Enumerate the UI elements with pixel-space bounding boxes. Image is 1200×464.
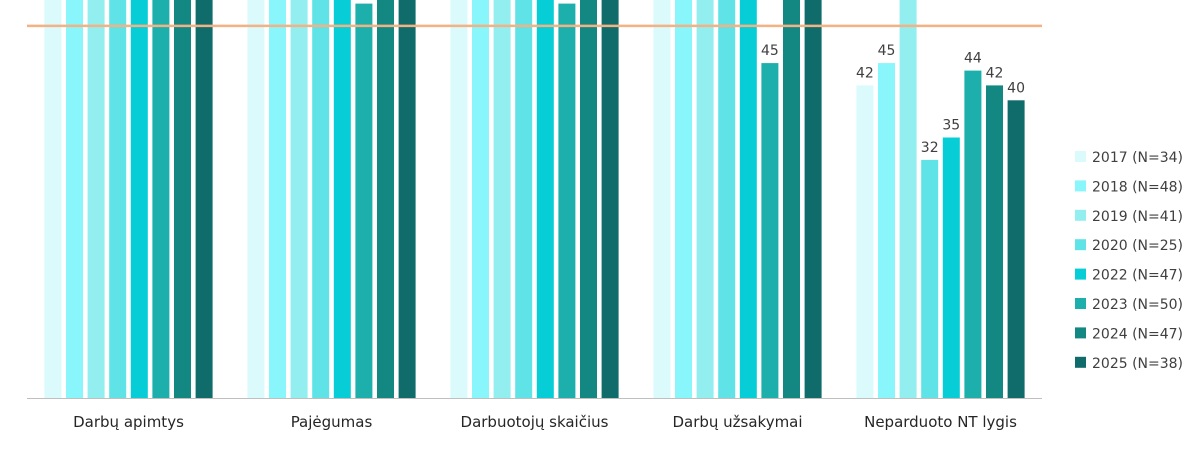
legend-label: 2019 (N=41): [1092, 209, 1183, 225]
bar: [398, 0, 416, 398]
bar: [333, 0, 351, 398]
bar: [247, 0, 265, 399]
legend: 2017 (N=34) 2018 (N=48) 2019 (N=41) 2020 (N…: [1075, 150, 1183, 372]
bars-group: [44, 0, 1025, 399]
category-label: Neparduoto NT lygis: [864, 413, 1017, 431]
bar: [718, 0, 736, 398]
category-label: Darbų užsakymai: [672, 413, 802, 431]
bar: [558, 3, 576, 398]
bar: [536, 0, 554, 398]
legend-label: 2025 (N=38): [1092, 356, 1183, 372]
bar: [450, 0, 468, 399]
bar-value-label: 45: [761, 43, 779, 59]
category-label: Pajėgumas: [291, 413, 373, 431]
bar: [856, 85, 874, 399]
bar-value-label: 45: [878, 43, 896, 59]
bar: [66, 0, 83, 398]
bar-value-label: 42: [986, 65, 1004, 81]
bar: [878, 63, 895, 398]
legend-swatch: [1075, 356, 1086, 368]
legend-label: 2023 (N=50): [1092, 297, 1183, 313]
bar: [1007, 100, 1025, 399]
legend-swatch: [1075, 268, 1086, 280]
bar-value-label: 40: [1007, 80, 1025, 96]
legend-label: 2018 (N=48): [1092, 179, 1183, 195]
bar: [152, 0, 170, 398]
bar: [472, 0, 489, 398]
category-label: Darbuotojų skaičius: [461, 413, 609, 431]
legend-swatch: [1075, 151, 1086, 162]
bar: [921, 159, 939, 398]
bar: [675, 0, 692, 398]
bar: [601, 0, 619, 398]
bar: [290, 0, 308, 398]
bar: [515, 0, 533, 399]
bar: [761, 63, 779, 398]
bar: [130, 0, 148, 399]
bar: [269, 0, 286, 398]
bar: [580, 0, 597, 399]
legend-label: 2017 (N=34): [1092, 150, 1183, 166]
legend-swatch: [1075, 180, 1086, 192]
bar: [783, 0, 800, 399]
legend-label: 2020 (N=25): [1092, 238, 1183, 254]
category-label: Darbų apimtys: [73, 413, 184, 431]
bar: [899, 0, 917, 399]
bar: [44, 0, 62, 398]
bar: [804, 0, 822, 399]
bar: [493, 0, 511, 399]
legend-label: 2022 (N=47): [1092, 268, 1183, 284]
bar: [377, 0, 394, 398]
bar: [942, 137, 960, 398]
bar: [312, 0, 330, 399]
bar-value-label: 42: [856, 65, 874, 81]
bar: [87, 0, 105, 399]
legend-swatch: [1075, 209, 1086, 221]
bar: [986, 85, 1003, 399]
bar-value-label: 32: [921, 140, 939, 156]
category-labels-group: Darbų apimtys Pajėgumas Darbuotojų skaičiu…: [73, 413, 1017, 431]
bar-value-label: 35: [942, 118, 960, 134]
bar: [195, 0, 213, 399]
bar: [109, 0, 127, 399]
legend-swatch: [1075, 327, 1086, 339]
bar: [964, 70, 982, 398]
value-labels-group: 7576828379557279706376747853737870646765…: [761, 43, 1025, 156]
bar: [653, 0, 671, 398]
legend-swatch: [1075, 239, 1086, 251]
bar: [739, 0, 757, 398]
legend-label: 2024 (N=47): [1092, 326, 1183, 342]
legend-swatch: [1075, 298, 1086, 309]
bar: [696, 0, 714, 398]
bar-value-label: 44: [964, 51, 982, 67]
bar: [355, 3, 373, 398]
bar: [174, 0, 191, 398]
